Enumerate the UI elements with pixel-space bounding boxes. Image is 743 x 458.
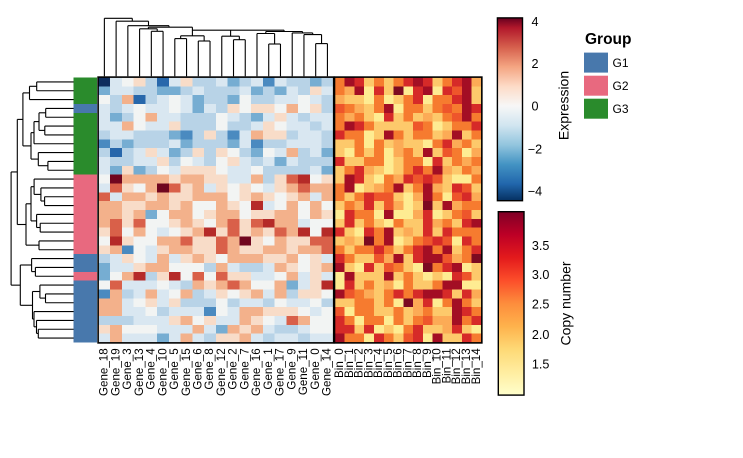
svg-text:3.0: 3.0 — [532, 268, 550, 282]
svg-text:Bin_14: Bin_14 — [470, 348, 483, 385]
svg-text:2: 2 — [531, 57, 538, 71]
svg-text:1.5: 1.5 — [532, 358, 550, 372]
svg-text:Group: Group — [585, 31, 632, 48]
svg-text:Gene_11: Gene_11 — [297, 348, 310, 395]
svg-text:G1: G1 — [613, 56, 629, 70]
svg-text:Gene_1: Gene_1 — [262, 348, 275, 389]
svg-text:Gene_18: Gene_18 — [98, 348, 111, 396]
svg-text:Gene_13: Gene_13 — [133, 348, 146, 396]
svg-text:Bin_10: Bin_10 — [431, 348, 444, 384]
svg-text:Gene_0: Gene_0 — [309, 348, 322, 389]
svg-text:Bin_13: Bin_13 — [460, 348, 473, 384]
svg-text:Gene_4: Gene_4 — [145, 348, 158, 390]
svg-text:Bin_4: Bin_4 — [372, 348, 385, 378]
svg-text:3.5: 3.5 — [532, 239, 550, 253]
svg-text:−4: −4 — [528, 185, 542, 199]
svg-text:Gene_12: Gene_12 — [215, 348, 228, 396]
svg-text:Bin_7: Bin_7 — [401, 348, 414, 378]
svg-text:Gene_6: Gene_6 — [191, 348, 204, 389]
svg-text:Copy number: Copy number — [558, 261, 574, 345]
svg-text:Gene_19: Gene_19 — [109, 348, 122, 396]
svg-text:Bin_5: Bin_5 — [382, 348, 395, 378]
svg-text:Bin_6: Bin_6 — [392, 348, 405, 378]
svg-text:Gene_9: Gene_9 — [285, 348, 298, 389]
svg-text:Gene_15: Gene_15 — [180, 348, 193, 396]
svg-text:2.0: 2.0 — [532, 328, 550, 342]
svg-text:2.5: 2.5 — [532, 297, 550, 311]
svg-text:Gene_16: Gene_16 — [250, 348, 263, 396]
svg-text:Bin_1: Bin_1 — [343, 348, 356, 378]
svg-text:Gene_5: Gene_5 — [168, 348, 181, 389]
svg-text:Expression: Expression — [556, 71, 572, 140]
svg-text:Gene_2: Gene_2 — [227, 348, 240, 389]
svg-text:Gene_14: Gene_14 — [321, 348, 334, 396]
svg-text:Gene_10: Gene_10 — [156, 348, 169, 396]
svg-text:Gene_7: Gene_7 — [238, 348, 251, 389]
svg-text:Gene_8: Gene_8 — [203, 348, 216, 389]
svg-text:Bin_11: Bin_11 — [440, 348, 453, 383]
svg-text:Bin_2: Bin_2 — [353, 348, 366, 378]
svg-text:4: 4 — [531, 15, 538, 29]
svg-text:Gene_3: Gene_3 — [121, 348, 134, 389]
svg-text:Bin_8: Bin_8 — [411, 348, 424, 378]
svg-text:G2: G2 — [613, 79, 629, 93]
svg-text:G3: G3 — [613, 102, 629, 116]
svg-text:Bin_12: Bin_12 — [450, 348, 463, 384]
svg-text:Bin_9: Bin_9 — [421, 348, 434, 378]
svg-text:−2: −2 — [528, 142, 542, 156]
svg-text:0: 0 — [531, 99, 538, 113]
svg-text:Bin_0: Bin_0 — [333, 348, 346, 378]
svg-text:Bin_3: Bin_3 — [362, 348, 375, 378]
svg-text:Gene_17: Gene_17 — [274, 348, 287, 396]
